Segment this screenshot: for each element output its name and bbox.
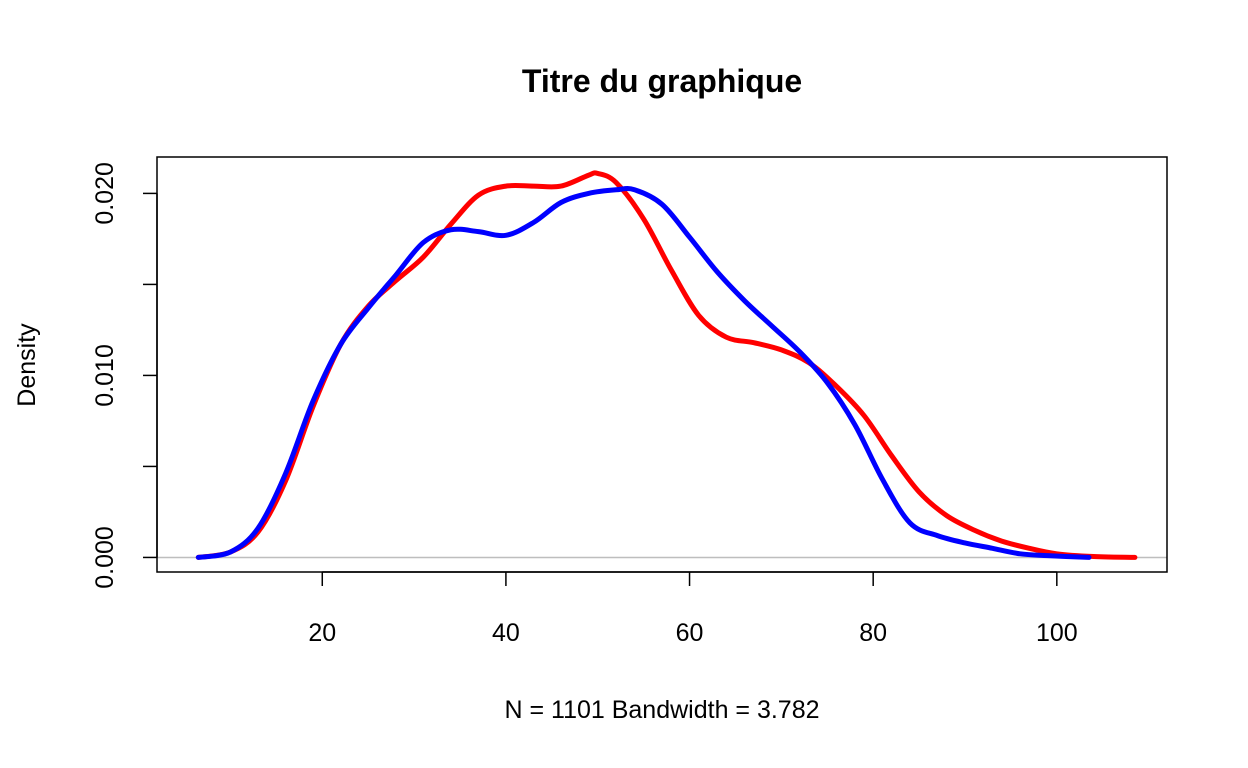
- x-tick-label: 60: [676, 619, 704, 647]
- density-line-1: [195, 170, 1138, 560]
- x-tick-label: 80: [859, 619, 887, 647]
- y-axis-label: Density: [13, 323, 41, 407]
- series-layer: [195, 170, 1138, 560]
- y-axis: 0.000 0.010 0.020: [91, 162, 158, 589]
- plot-frame: [156, 156, 1168, 573]
- chart-title: Titre du graphique: [522, 63, 802, 99]
- y-tick-label: 0.000: [91, 526, 119, 589]
- x-tick-label: 20: [308, 619, 336, 647]
- x-tick-label: 100: [1036, 619, 1078, 647]
- y-tick-label: 0.020: [91, 162, 119, 225]
- x-axis: 20 40 60 80 100: [308, 571, 1078, 647]
- x-axis-label: N = 1101 Bandwidth = 3.782: [504, 696, 819, 724]
- y-tick-label: 0.010: [91, 344, 119, 407]
- density-line-2: [195, 186, 1092, 560]
- x-tick-label: 40: [492, 619, 520, 647]
